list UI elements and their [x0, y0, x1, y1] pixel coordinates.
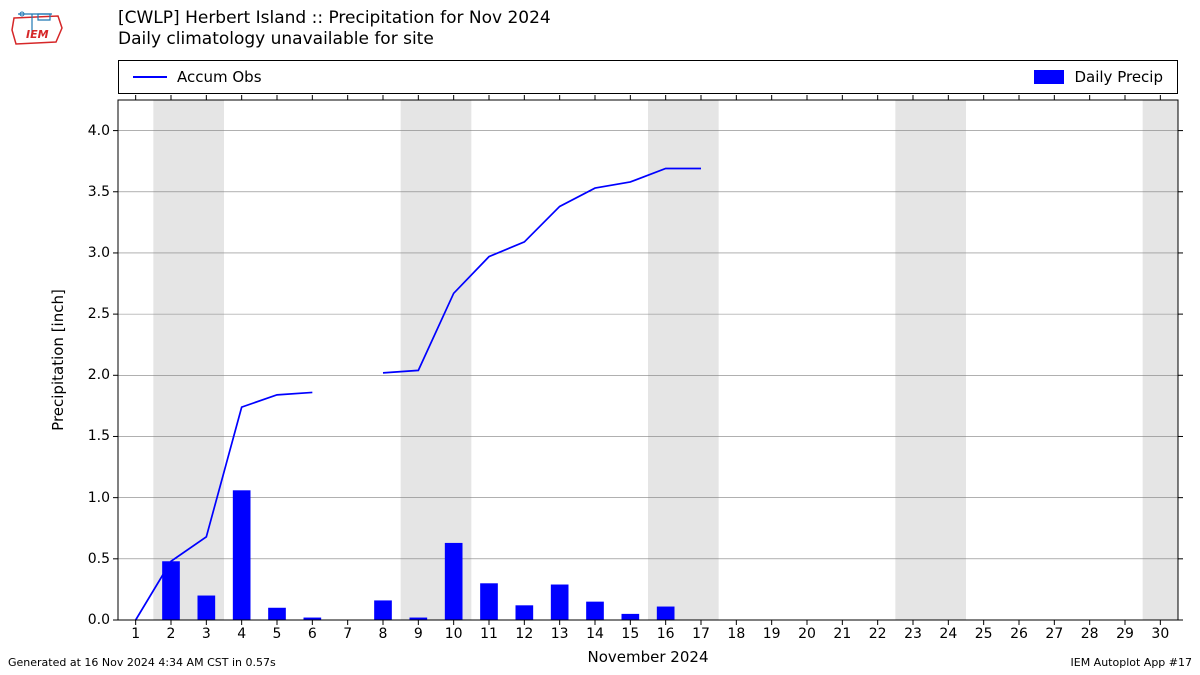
x-tick-label: 26: [1010, 620, 1028, 642]
y-tick-label: 0.0: [88, 612, 118, 628]
x-tick-label: 5: [273, 620, 282, 642]
x-tick-label: 30: [1151, 620, 1169, 642]
footer-generated: Generated at 16 Nov 2024 4:34 AM CST in …: [8, 656, 276, 669]
chart: 0.00.51.01.52.02.53.03.54.0 123456789101…: [118, 100, 1178, 620]
daily-precip-bar: [586, 602, 604, 620]
y-tick-label: 3.0: [88, 245, 118, 261]
x-tick-label: 15: [621, 620, 639, 642]
title-line-2: Daily climatology unavailable for site: [118, 29, 551, 50]
daily-precip-bar: [551, 585, 569, 620]
title-line-1: [CWLP] Herbert Island :: Precipitation f…: [118, 8, 551, 29]
x-tick-label: 11: [480, 620, 498, 642]
daily-precip-bar: [198, 596, 216, 620]
daily-precip-bar: [445, 543, 463, 620]
footer-app: IEM Autoplot App #17: [1071, 656, 1193, 669]
x-tick-label: 14: [586, 620, 604, 642]
x-tick-label: 8: [379, 620, 388, 642]
plot-area: Accum Obs Daily Precip 0.00.51.01.52.02.…: [118, 60, 1178, 640]
x-tick-label: 22: [869, 620, 887, 642]
x-tick-label: 23: [904, 620, 922, 642]
x-tick-label: 21: [833, 620, 851, 642]
daily-precip-bar: [268, 608, 286, 620]
iem-logo: IEM: [8, 8, 68, 48]
legend-line-icon: [133, 76, 167, 78]
x-tick-label: 2: [167, 620, 176, 642]
daily-precip-bar: [516, 605, 534, 620]
chart-title: [CWLP] Herbert Island :: Precipitation f…: [118, 8, 551, 51]
svg-text:IEM: IEM: [26, 28, 49, 41]
daily-precip-bar: [657, 607, 675, 620]
x-axis-label: November 2024: [588, 648, 709, 666]
legend-daily: Daily Precip: [1034, 68, 1163, 86]
daily-precip-bar: [374, 600, 392, 620]
x-tick-label: 18: [727, 620, 745, 642]
x-tick-label: 3: [202, 620, 211, 642]
y-tick-label: 3.5: [88, 184, 118, 200]
x-tick-label: 12: [515, 620, 533, 642]
legend-accum-label: Accum Obs: [177, 68, 262, 86]
x-tick-label: 13: [551, 620, 569, 642]
x-tick-label: 17: [692, 620, 710, 642]
x-tick-label: 6: [308, 620, 317, 642]
x-tick-label: 9: [414, 620, 423, 642]
x-tick-label: 4: [237, 620, 246, 642]
y-tick-label: 0.5: [88, 551, 118, 567]
y-tick-label: 2.0: [88, 367, 118, 383]
legend-daily-label: Daily Precip: [1074, 68, 1163, 86]
x-tick-label: 24: [939, 620, 957, 642]
x-tick-label: 27: [1045, 620, 1063, 642]
x-tick-label: 28: [1081, 620, 1099, 642]
y-tick-label: 1.5: [88, 428, 118, 444]
x-tick-label: 10: [445, 620, 463, 642]
y-axis-label: Precipitation [inch]: [49, 289, 67, 431]
y-tick-label: 2.5: [88, 306, 118, 322]
legend-accum: Accum Obs: [133, 68, 262, 86]
y-tick-label: 1.0: [88, 490, 118, 506]
x-tick-label: 25: [975, 620, 993, 642]
x-tick-label: 20: [798, 620, 816, 642]
x-tick-label: 7: [343, 620, 352, 642]
daily-precip-bar: [480, 583, 498, 620]
x-tick-label: 19: [763, 620, 781, 642]
x-tick-label: 1: [131, 620, 140, 642]
legend-bar-icon: [1034, 70, 1064, 84]
x-tick-label: 29: [1116, 620, 1134, 642]
legend: Accum Obs Daily Precip: [118, 60, 1178, 94]
x-tick-label: 16: [657, 620, 675, 642]
y-tick-label: 4.0: [88, 123, 118, 139]
daily-precip-bar: [233, 490, 251, 620]
